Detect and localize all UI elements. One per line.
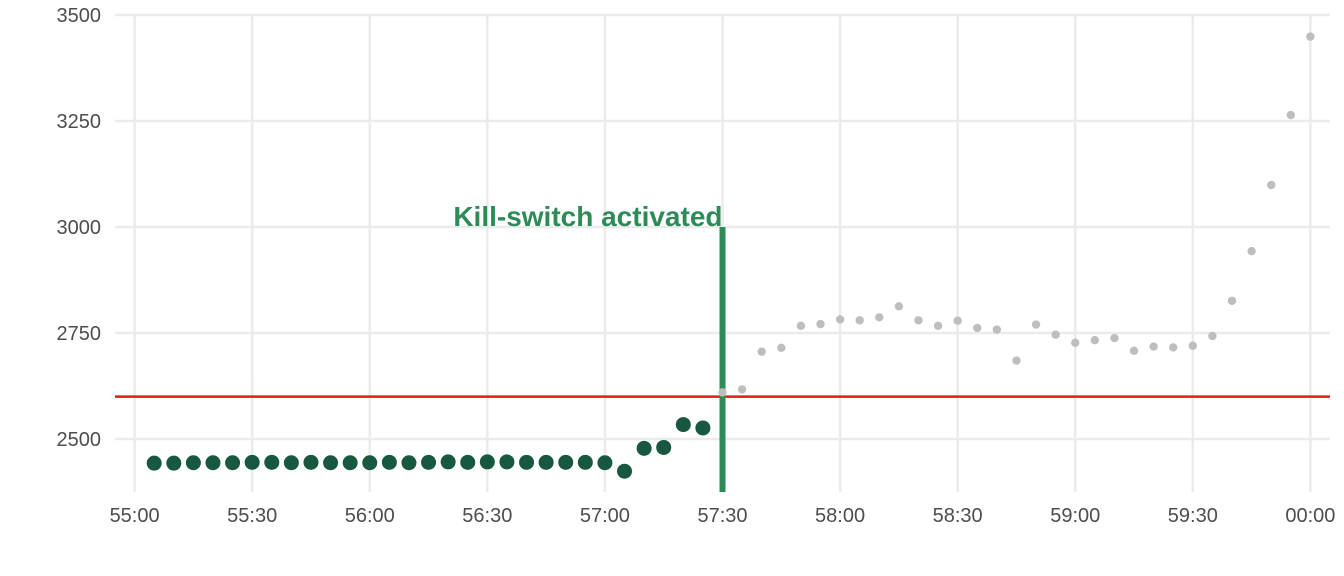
pre-kill-switch-point <box>323 455 339 471</box>
axis-tick-labels: 55:00 55:30 56:00 56:30 57:00 57:30 58:00 58:30… <box>57 5 1336 527</box>
x-tick-label: 57:30 <box>697 505 747 527</box>
pre-kill-switch-point <box>675 417 691 433</box>
post-kill-switch-point <box>796 321 806 330</box>
y-tick-label: 3000 <box>57 217 102 239</box>
pre-kill-switch-point <box>538 454 554 470</box>
pre-kill-switch-point <box>597 455 613 471</box>
post-kill-switch-point <box>875 313 884 322</box>
post-kill-switch-point <box>855 316 864 325</box>
x-tick-label: 55:00 <box>110 505 160 527</box>
x-tick-label: 58:30 <box>933 505 983 527</box>
y-tick-label: 2500 <box>57 429 102 451</box>
post-kill-switch-point <box>1247 246 1256 256</box>
pre-kill-switch-point <box>479 454 495 470</box>
post-kill-switch-point <box>1071 338 1080 347</box>
pre-kill-switch-point <box>185 455 201 471</box>
pre-kill-switch-point <box>303 454 319 470</box>
post-kill-switch-point <box>1090 336 1100 345</box>
pre-kill-switch-point <box>558 454 574 470</box>
post-kill-switch-point <box>914 316 923 325</box>
pre-kill-switch-point <box>617 463 633 479</box>
y-tick-label: 3250 <box>57 111 102 133</box>
post-kill-switch-point <box>757 347 766 356</box>
post-kill-switch-point <box>894 302 904 311</box>
y-tick-label: 2750 <box>57 323 102 345</box>
y-tick-label: 3500 <box>57 5 102 27</box>
x-tick-label: 56:00 <box>345 505 395 527</box>
post-kill-switch-point <box>973 323 982 333</box>
pre-kill-switch-point <box>205 455 221 471</box>
x-tick-label: 00:00 <box>1285 505 1335 527</box>
pre-kill-switch-point <box>264 454 280 470</box>
pre-kill-switch-point <box>636 440 652 456</box>
pre-kill-switch-point <box>244 454 260 470</box>
post-kill-switch-point <box>1110 333 1119 343</box>
post-kill-switch-point <box>992 325 1002 334</box>
post-kill-switch-point <box>1267 180 1276 190</box>
pre-kill-switch-point <box>577 454 593 470</box>
post-kill-switch-point <box>953 316 962 325</box>
pre-kill-switch-point <box>401 455 417 471</box>
post-kill-switch-point <box>835 315 845 324</box>
pre-kill-switch-point <box>381 454 397 470</box>
pre-kill-switch-point <box>499 454 515 470</box>
post-kill-switch-point <box>1306 32 1315 41</box>
pre-kill-switch-point <box>460 454 476 470</box>
kill-switch-label: Kill-switch activated <box>453 201 722 232</box>
pre-kill-switch-point <box>283 455 299 471</box>
post-kill-switch-point <box>1051 330 1060 339</box>
data-points <box>146 32 1315 479</box>
pre-kill-switch-point <box>166 455 182 471</box>
pre-kill-switch-point <box>421 454 437 470</box>
pre-kill-switch-point <box>146 455 162 471</box>
post-kill-switch-point <box>1149 342 1158 351</box>
pre-kill-switch-point <box>656 439 672 455</box>
x-tick-label: 57:00 <box>580 505 630 527</box>
pre-kill-switch-point <box>362 455 378 471</box>
pre-kill-switch-point <box>225 455 241 471</box>
post-kill-switch-point <box>1129 346 1139 356</box>
post-kill-switch-point <box>1188 341 1198 350</box>
x-tick-label: 59:30 <box>1168 505 1218 527</box>
post-kill-switch-point <box>1031 320 1041 329</box>
post-kill-switch-point <box>777 343 786 353</box>
post-kill-switch-point <box>1169 343 1178 352</box>
x-tick-label: 55:30 <box>227 505 277 527</box>
post-kill-switch-point <box>718 388 727 397</box>
pre-kill-switch-point <box>695 420 711 436</box>
post-kill-switch-point <box>1012 356 1021 365</box>
post-kill-switch-point <box>737 385 747 394</box>
reference-lines <box>115 227 1330 492</box>
x-tick-label: 56:30 <box>462 505 512 527</box>
post-kill-switch-point <box>1208 331 1217 341</box>
post-kill-switch-point <box>1227 296 1237 305</box>
post-kill-switch-point <box>933 321 943 330</box>
post-kill-switch-point <box>1286 110 1296 120</box>
pre-kill-switch-point <box>440 454 456 470</box>
x-tick-label: 58:00 <box>815 505 865 527</box>
post-kill-switch-point <box>816 319 825 329</box>
pre-kill-switch-point <box>519 454 535 470</box>
pre-kill-switch-point <box>342 455 358 471</box>
x-tick-label: 59:00 <box>1050 505 1100 527</box>
